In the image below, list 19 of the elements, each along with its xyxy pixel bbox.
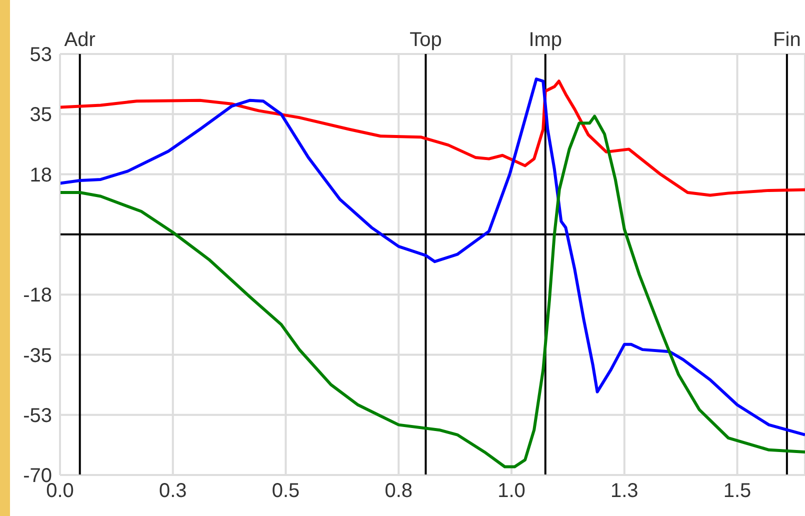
x-tick-label: 0.5	[272, 480, 300, 502]
line-series	[60, 78, 805, 436]
y-tick-label: -53	[23, 404, 52, 427]
ref-line-label: Imp	[528, 29, 562, 51]
x-tick-label: 1.0	[498, 480, 526, 502]
y-tick-label: 35	[30, 104, 52, 126]
line-series	[60, 80, 805, 197]
ref-line-label: Top	[410, 29, 442, 51]
y-tick-label: -18	[23, 284, 52, 307]
line-series	[60, 114, 805, 468]
y-tick-label: 53	[30, 44, 52, 66]
x-tick-label: 0.8	[384, 480, 413, 502]
ref-line-label: Fin	[773, 29, 801, 51]
y-tick-label: 18	[30, 164, 52, 186]
x-tick-label: 1.5	[723, 480, 752, 502]
x-tick-label: 0.3	[158, 480, 187, 502]
y-tick-label: -35	[23, 344, 52, 367]
ref-line-label: Adr	[64, 29, 96, 51]
x-tick-label: 1.3	[610, 480, 638, 502]
